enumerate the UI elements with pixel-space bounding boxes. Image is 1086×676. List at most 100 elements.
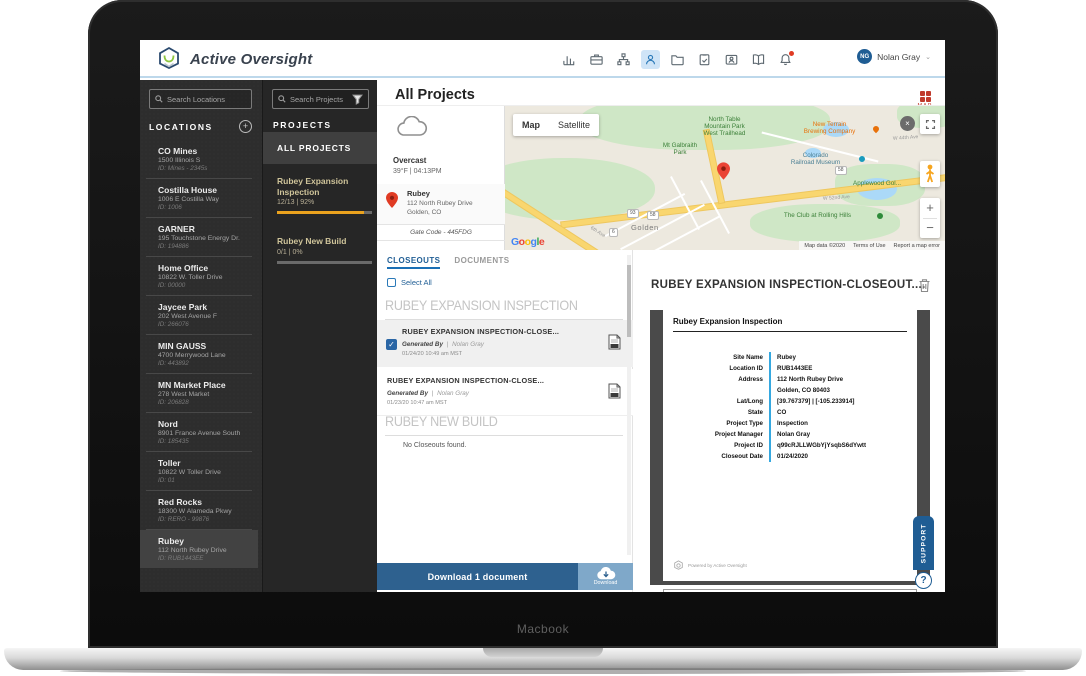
location-item[interactable]: CO Mines 1500 Illinois S ID: Mines - 234… — [146, 140, 252, 179]
location-item[interactable]: GARNER 195 Touchstone Energy Dr. ID: 194… — [146, 218, 252, 257]
select-all-control[interactable]: Select All — [387, 278, 432, 287]
support-tab[interactable]: SUPPORT — [913, 516, 934, 570]
location-item[interactable]: Red Rocks 18300 W Alameda Pkwy ID: RERO … — [146, 491, 252, 530]
map-type-map[interactable]: Map — [522, 120, 540, 130]
map-section: Overcast 39°F | 04:13PM Rubey 112 North … — [377, 105, 945, 251]
trash-icon[interactable] — [918, 278, 931, 293]
id-card-icon[interactable] — [722, 50, 741, 69]
dismiss-map-button[interactable]: × — [900, 116, 915, 131]
site-name: Rubey — [407, 189, 430, 198]
pdf-file-icon[interactable] — [608, 334, 621, 350]
briefcase-icon[interactable] — [587, 50, 606, 69]
tab-documents[interactable]: DOCUMENTS — [454, 256, 510, 265]
progress-bar — [277, 260, 372, 264]
brand[interactable]: Active Oversight — [156, 46, 312, 72]
map-label: The Club at Rolling Hills — [783, 212, 852, 219]
closeouts-scrollbar-thumb[interactable] — [627, 265, 631, 337]
cloud-icon — [393, 115, 429, 145]
closeout-item[interactable]: ✓ RUBEY EXPANSION INSPECTION-CLOSE... Ge… — [377, 320, 633, 367]
site-row[interactable]: Rubey 112 North Rubey Drive Golden, CO — [377, 184, 505, 224]
user-menu[interactable]: NG Nolan Gray ⌄ — [857, 49, 931, 64]
pdf-file-icon[interactable] — [608, 383, 621, 399]
page-title: All Projects — [395, 87, 475, 103]
folder-icon[interactable] — [668, 50, 687, 69]
location-item[interactable]: Costilla House 1006 E Costilla Way ID: 1… — [146, 179, 252, 218]
progress-bar — [277, 211, 372, 215]
chevron-down-icon: ⌄ — [925, 53, 931, 61]
location-item[interactable]: MN Market Place 278 West Market ID: 2068… — [146, 374, 252, 413]
street-view-pegman[interactable] — [920, 161, 940, 187]
map-type-satellite[interactable]: Satellite — [558, 120, 591, 130]
location-item[interactable]: Jaycee Park 202 West Avenue F ID: 266076 — [146, 296, 252, 335]
location-item[interactable]: MIN GAUSS 4700 Merrywood Lane ID: 443892 — [146, 335, 252, 374]
project-item[interactable]: Rubey Expansion Inspection 12/13 | 92% — [277, 176, 372, 215]
document-fields: Site Name Rubey Location ID RUB1443EE Addr… — [714, 352, 867, 462]
location-item[interactable]: Nord 8901 France Avenue South ID: 185435 — [146, 413, 252, 452]
download-icon-button[interactable]: Download — [578, 563, 633, 590]
closeouts-column: CLOSEOUTS DOCUMENTS Select All RUBEY EXP… — [377, 250, 633, 592]
search-icon — [155, 95, 163, 103]
terms-link[interactable]: Terms of Use — [853, 243, 886, 249]
poi-pin — [857, 154, 867, 164]
report-error-link[interactable]: Report a map error — [893, 243, 940, 249]
search-projects-input[interactable]: Search Projects — [272, 89, 369, 109]
location-item[interactable]: Toller 10822 W Toller Drive ID: 01 — [146, 452, 252, 491]
map-attribution: Map data ©2020 Terms of Use Report a map… — [799, 241, 945, 251]
route-shield: 58 — [647, 211, 659, 220]
site-info-panel: Overcast 39°F | 04:13PM Rubey 112 North … — [377, 106, 505, 251]
gate-code: Gate Code - 445FDG — [410, 229, 472, 236]
bell-icon[interactable] — [776, 50, 795, 69]
closeouts-scrollbar[interactable] — [627, 255, 631, 555]
search-locations-input[interactable]: Search Locations — [149, 89, 252, 109]
all-projects-item[interactable]: ALL PROJECTS — [263, 132, 378, 164]
map-data-text: Map data ©2020 — [804, 243, 846, 249]
empty-state-text: No Closeouts found. — [403, 442, 467, 449]
locations-panel: Search Locations LOCATIONS + CO Mines 15… — [140, 80, 262, 592]
projects-panel: Search Projects PROJECTS ALL PROJECTS Ru… — [262, 80, 378, 592]
help-button[interactable]: ? — [915, 572, 932, 589]
map-grid-icon — [919, 91, 931, 102]
location-item[interactable]: Home Office 10822 W. Toller Drive ID: 00… — [146, 257, 252, 296]
route-shield: 6 — [609, 228, 618, 237]
book-icon[interactable] — [749, 50, 768, 69]
avatar: NG — [857, 49, 873, 64]
main-content: All Projects MAP Overcast 39°F | 04:13PM — [377, 80, 945, 592]
map-label: Colorado Railroad Museum — [790, 152, 841, 167]
search-icon — [278, 95, 286, 103]
next-page-edge — [663, 589, 917, 592]
users-icon-active[interactable] — [641, 50, 660, 69]
zoom-in-button[interactable]: + — [926, 200, 934, 215]
project-item[interactable]: Rubey New Build 0/1 | 0% — [277, 236, 372, 264]
project-pin-icon[interactable] — [717, 162, 730, 180]
laptop-base-shadow — [60, 668, 1026, 674]
gate-code-row: Gate Code - 445FDG — [377, 224, 505, 241]
pdf-viewer[interactable]: Rubey Expansion Inspection Site Name Rube… — [650, 310, 930, 585]
projects-title: PROJECTS — [273, 120, 332, 130]
footer-logo-icon — [674, 560, 683, 570]
google-logo[interactable]: Google — [511, 236, 545, 248]
org-chart-icon[interactable] — [614, 50, 633, 69]
lower-section: CLOSEOUTS DOCUMENTS Select All RUBEY EXP… — [377, 250, 945, 592]
select-all-checkbox[interactable] — [387, 278, 396, 287]
tab-closeouts[interactable]: CLOSEOUTS — [387, 256, 441, 269]
search-locations-placeholder: Search Locations — [167, 94, 225, 104]
zoom-out-button[interactable]: − — [926, 220, 934, 236]
location-item-selected[interactable]: Rubey 112 North Rubey Drive ID: RUB1443E… — [140, 530, 258, 568]
map-label: New Terrain Brewing Company — [803, 121, 856, 136]
poi-pin — [871, 124, 881, 134]
download-cloud-icon — [596, 567, 615, 580]
fullscreen-button[interactable] — [920, 114, 940, 134]
clipboard-check-icon[interactable] — [695, 50, 714, 69]
item-checkbox-checked[interactable]: ✓ — [386, 339, 397, 350]
map-label: Mt Galbraith Park — [662, 142, 698, 157]
laptop-base — [4, 648, 1082, 670]
google-map[interactable]: North Table Mountain Park West Trailhead… — [505, 106, 945, 251]
filter-icon[interactable] — [352, 94, 363, 105]
closeout-item[interactable]: RUBEY EXPANSION INSPECTION-CLOSE... Gene… — [377, 369, 633, 416]
location-pin-icon — [386, 192, 398, 208]
download-documents-button[interactable]: Download 1 document — [377, 563, 578, 590]
map-label: Applewood Gol... — [853, 180, 901, 187]
analytics-icon[interactable] — [560, 50, 579, 69]
add-location-button[interactable]: + — [239, 120, 252, 133]
